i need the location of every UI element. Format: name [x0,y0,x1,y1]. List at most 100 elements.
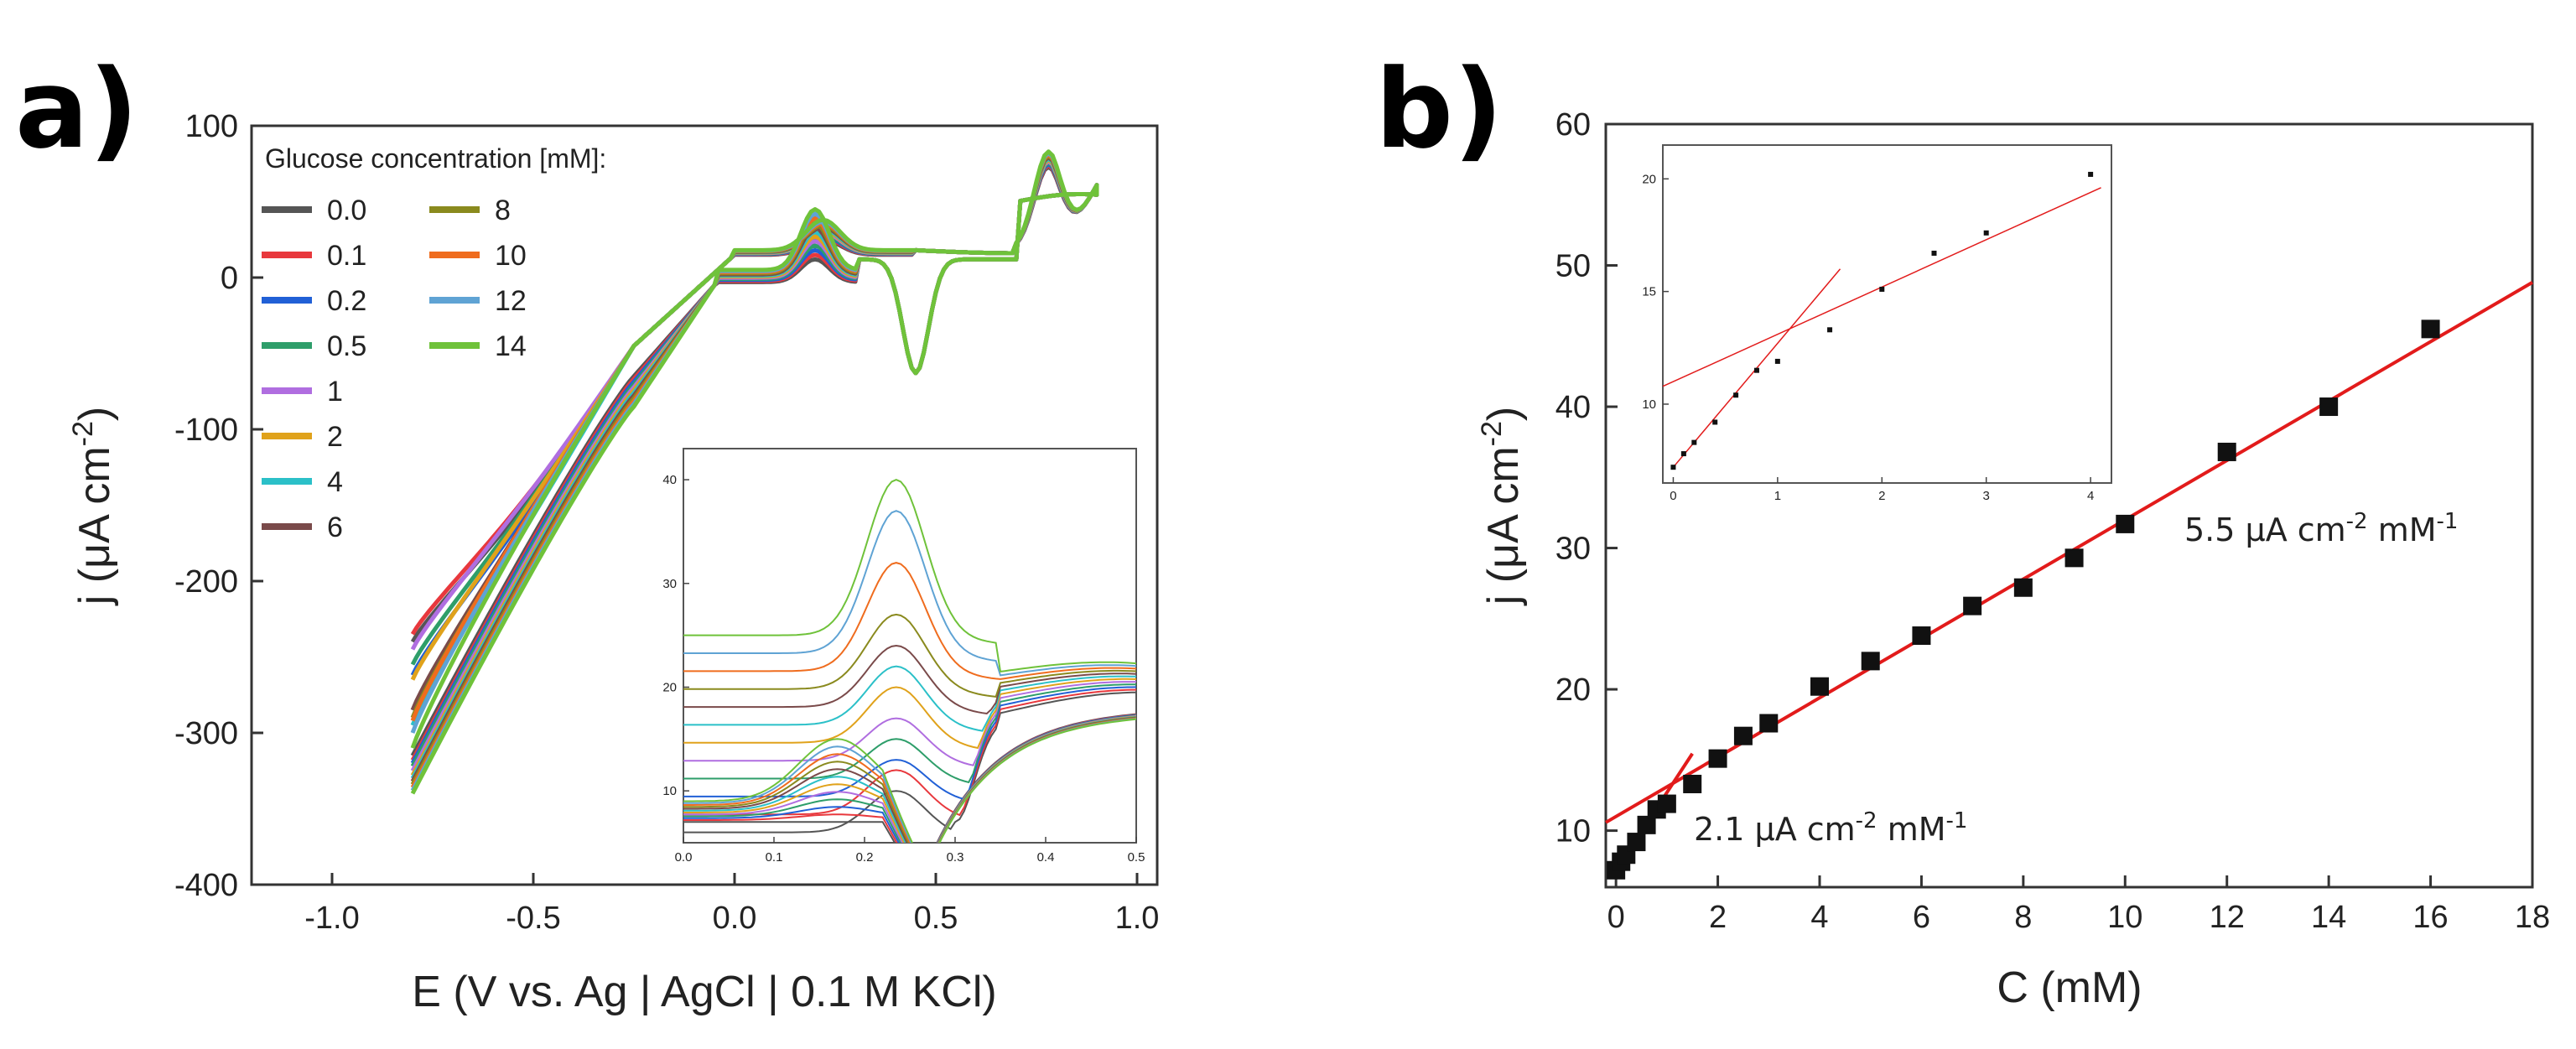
panel-b-y-tick-label: 50 [1555,249,1591,284]
panel-a-plot-frame [250,124,1159,886]
inset-data-point [1774,358,1780,364]
panel-a-ticks: -1.0 -0.5 0.0 0.5 1.0 100 0 -100 -200 -300 -400 [174,109,1159,936]
panel-b-inset-y-tick-label: 15 [1642,285,1656,299]
data-point [2421,319,2440,339]
panel-a-y-tick-label: 100 [185,109,238,144]
legend-label-0.1: 0.1 [327,240,366,272]
panel-b-plot-frame [1604,122,2534,889]
panel-b-data-points [1607,319,2440,880]
legend-label-0.0: 0.0 [327,195,366,226]
panel-b-x-tick-label: 18 [2515,900,2550,935]
panel-a-inset-y-tick-label: 30 [662,577,677,591]
slope-annotation-high-sup2: -1 [2437,509,2459,534]
inset-a-lower-10 [683,753,911,843]
panel-a: a) -1.0 -0.5 0.0 0.5 1.0 100 0 -100 -200 -300 -400… [15,45,1159,1016]
inset-a-upper-4 [683,665,1136,732]
panel-a-y-axis-label: j (μA cm-2) [67,407,119,606]
panel-b-inset-x-tick-label: 2 [1878,489,1885,503]
panel-b-inset-x-tick-label: 1 [1774,489,1781,503]
inset-a-lower-8 [683,761,910,843]
panel-a-legend: Glucose concentration [mM]: 0.0 0.1 0.2 0.5… [262,143,606,543]
data-point [1627,833,1646,852]
inset-a-lower-0.5 [683,798,902,843]
panel-a-inset-x-tick-label: 0.3 [947,850,964,865]
legend-label-12: 12 [495,285,527,317]
inset-a-lower-4 [683,776,906,843]
data-point [2064,548,2084,568]
slope-annotation-low-main: 2.1 μA cm [1694,811,1856,848]
panel-a-inset-y-tick-label: 40 [662,473,677,487]
data-point [2217,442,2236,461]
inset-a-lower-1 [683,791,904,843]
inset-a-lower-14 [683,738,914,843]
panel-b-y-label-sup: -2 [1476,421,1508,446]
panel-a-cv-curves [410,149,1099,795]
panel-b-x-tick-label: 10 [2107,900,2142,935]
inset-a-upper-0.5 [683,683,1136,784]
panel-a-inset-y-tick-label: 10 [662,784,677,798]
data-point [1861,652,1880,671]
legend-label-6: 6 [327,512,343,543]
inset-a-upper-6 [683,644,1136,715]
panel-a-x-tick-label: -1.0 [304,901,359,936]
panel-a-y-tick-label: -300 [174,716,238,751]
panel-b-x-tick-label: 4 [1810,900,1828,935]
panel-b-y-tick-label: 20 [1555,673,1591,708]
legend-label-10: 10 [495,240,527,272]
panel-a-y-tick-label: -100 [174,413,238,448]
panel-b-y-tick-label: 10 [1555,814,1591,849]
inset-a-upper-12 [683,510,1136,677]
panel-a-y-tick-label: -400 [174,868,238,903]
inset-a-upper-0.0 [683,691,1136,833]
inset-a-lower-0.1 [683,813,898,843]
panel-a-y-tick-label: 0 [221,261,238,296]
panel-b-letter: b) [1375,45,1503,173]
legend-label-0.2: 0.2 [327,285,366,317]
panel-b-x-tick-label: 8 [2014,900,2032,935]
panel-a-y-label-tail: ) [70,407,119,421]
panel-a-inset-ticks: 0.0 0.1 0.2 0.3 0.4 0.5 10 20 30 40 [662,473,1145,865]
panel-b-inset-points [1670,171,2094,470]
panel-b-y-axis-label: j (μA cm-2) [1476,407,1528,606]
legend-label-14: 14 [495,330,527,362]
inset-a-lower-6 [683,768,908,843]
panel-b-y-tick-label: 40 [1555,390,1591,425]
data-point [1683,774,1702,793]
panel-b-y-label-main: j (μA cm [1479,446,1528,606]
panel-a-y-tick-label: -200 [174,564,238,600]
legend-title: Glucose concentration [mM]: [265,143,606,174]
inset-a-upper-14 [683,479,1136,673]
data-point [2013,578,2033,597]
slope-annotation-low-sup1: -2 [1856,808,1877,833]
slope-annotation-low: 2.1 μA cm-2 mM-1 [1694,808,1967,848]
inset-a-lower-12 [683,745,912,843]
panel-b-x-tick-label: 0 [1607,900,1625,935]
inset-a-lower-2 [683,783,906,843]
panel-a-inset: 0.0 0.1 0.2 0.3 0.4 0.5 10 20 30 40 [662,448,1145,865]
data-point [2319,397,2339,417]
data-point [1708,749,1727,768]
slope-annotation-low-sup2: -1 [1946,808,1968,833]
legend-label-2: 2 [327,421,343,453]
panel-a-x-tick-label: 0.5 [914,901,958,936]
panel-b-inset-y-tick-label: 10 [1642,397,1656,412]
data-point [1963,596,1982,615]
panel-a-x-tick-label: -0.5 [506,901,560,936]
inset-data-point [1827,327,1833,333]
panel-b-x-tick-label: 12 [2210,900,2245,935]
inset-data-point [1712,419,1718,425]
panel-b-inset-x-tick-label: 4 [2087,489,2094,503]
inset-data-point [1983,230,1989,236]
panel-a-x-tick-label: 0.0 [713,901,757,936]
panel-b-x-tick-label: 16 [2412,900,2448,935]
panel-b-inset-ticks: 0 1 2 3 4 10 15 20 [1642,172,2094,503]
panel-b-inset-x-tick-label: 3 [1983,489,1990,503]
inset-a-lower-0.2 [683,806,900,843]
panel-a-inset-x-tick-label: 0.1 [766,850,783,865]
panel-a-inset-x-tick-label: 0.4 [1037,850,1055,865]
slope-annotation-high-sup1: -2 [2346,509,2368,534]
panel-a-letter: a) [15,45,138,173]
panel-b-inset: 0 1 2 3 4 10 15 20 [1642,144,2112,503]
